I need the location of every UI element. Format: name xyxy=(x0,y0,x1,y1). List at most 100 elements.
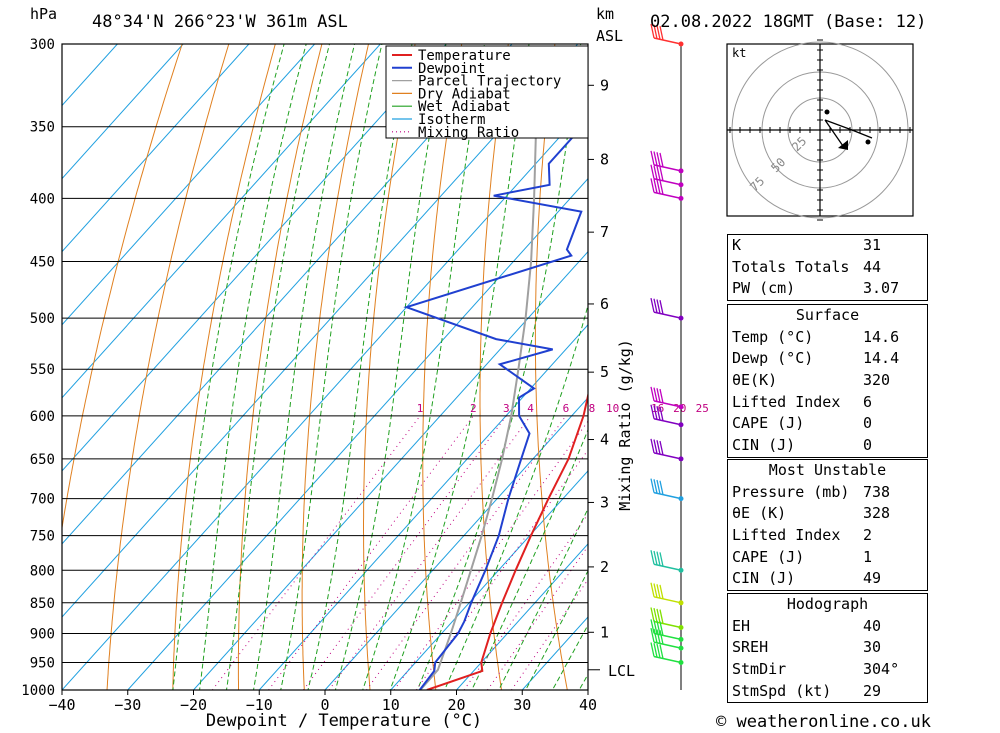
wet-adiabat-line xyxy=(334,44,447,690)
km-tick-label: 7 xyxy=(600,223,609,241)
mixing-ratio-label: 1 xyxy=(417,402,424,415)
most-unstable-table: Most Unstable Pressure (mb) 738 θE (K) 328… xyxy=(727,459,928,592)
isotherm-line xyxy=(127,177,588,690)
wind-barb-flag xyxy=(653,619,658,635)
dry-adiabat-line xyxy=(641,7,706,716)
surface-row-thetae: θE(K) 320 xyxy=(732,371,891,390)
dry-adiabat-line xyxy=(301,44,370,690)
wind-barb-flag xyxy=(653,643,658,658)
x-tick-label: 30 xyxy=(513,696,531,714)
wind-barb-flag xyxy=(653,628,658,644)
wind-barb xyxy=(653,641,682,649)
wind-barb-flag xyxy=(650,619,655,634)
mu-row-pressure: Pressure (mb) 738 xyxy=(732,482,891,501)
most-unstable-title: Most Unstable xyxy=(768,461,887,479)
wet-adiabat-line xyxy=(444,303,588,690)
mu-row-thetae: θE (K) 328 xyxy=(732,504,891,523)
hodograph-table-title: Hodograph xyxy=(786,595,869,613)
wind-barb-flag xyxy=(659,406,664,422)
pressure-tick-label: 900 xyxy=(30,626,55,642)
x-axis-label: Dewpoint / Temperature (°C) xyxy=(206,711,482,731)
wet-adiabat-line xyxy=(362,44,485,690)
pressure-tick-label: 450 xyxy=(30,255,55,271)
hodograph-trace xyxy=(824,119,873,147)
pressure-tick-label: 1000 xyxy=(21,683,55,699)
wind-barb-flag xyxy=(656,388,661,403)
wet-adiabat-line xyxy=(252,44,356,690)
pressure-tick-label: 750 xyxy=(30,529,55,545)
pressure-tick-label: 400 xyxy=(30,191,55,207)
pressure-tick-label: 300 xyxy=(30,37,55,53)
surface-table: Surface Temp (°C) 14.6 Dewp (°C) 14.4 θE(K… xyxy=(727,304,928,458)
wind-barb-flag xyxy=(653,479,658,494)
mixing-ratio-label: 8 xyxy=(589,402,596,415)
hodo-row-stmspd: StmSpd (kt) 29 xyxy=(732,681,882,700)
wind-barb-flag xyxy=(653,608,658,623)
isotherm-line xyxy=(193,250,588,690)
wind-barb-flag xyxy=(656,25,661,40)
dry-adiabat-line xyxy=(363,44,416,690)
km-unit: km xyxy=(596,5,614,23)
isotherm-line xyxy=(62,44,184,180)
pressure-tick-label: 600 xyxy=(30,409,55,425)
dewpoint-line xyxy=(403,49,588,690)
datetime-title: 02.08.2022 18GMT (Base: 12) xyxy=(650,12,926,32)
wind-barb-flag xyxy=(656,152,661,167)
km-tick-label: 2 xyxy=(600,558,609,576)
dry-adiabat-line xyxy=(172,44,276,690)
pressure-tick-label: 350 xyxy=(30,120,55,136)
km-tick-label: 9 xyxy=(600,76,609,94)
wind-barb-flag xyxy=(656,179,661,194)
dry-adiabat-line xyxy=(106,44,230,690)
hodograph-point xyxy=(865,139,871,145)
pressure-tick-label: 950 xyxy=(30,655,55,671)
wind-barb-flag xyxy=(653,298,658,313)
hodo-row-eh: EH 40 xyxy=(732,616,882,635)
dry-adiabat-line xyxy=(479,44,509,690)
wind-barb-flag xyxy=(650,164,655,179)
km-tick-label: 5 xyxy=(600,363,609,381)
dry-adiabat-line xyxy=(422,44,463,690)
wind-barb-flag xyxy=(656,551,661,566)
wind-barb xyxy=(653,596,682,604)
km-tick-label: 4 xyxy=(600,431,609,449)
surface-row-temp: Temp (°C) 14.6 xyxy=(732,327,900,346)
km-tick-label: 8 xyxy=(600,150,609,168)
wind-barb-flag xyxy=(650,628,655,643)
wind-barb-flag xyxy=(650,550,655,565)
hodo-row-sreh: SREH 30 xyxy=(732,638,882,657)
pressure-tick-label: 800 xyxy=(30,563,55,579)
surface-row-cape: CAPE (J) 0 xyxy=(732,414,873,433)
wind-barb-flag xyxy=(653,165,658,180)
wet-adiabat-line xyxy=(199,44,307,690)
wind-barb-flag xyxy=(659,630,664,645)
location-title: 48°34'N 266°23'W 361m ASL xyxy=(92,12,348,32)
wind-barb xyxy=(653,491,682,500)
wet-adiabat-line xyxy=(389,44,530,690)
indices-top-table: K 31 Totals Totals 44 PW (cm) 3.07 xyxy=(727,234,928,302)
wind-barb-flag xyxy=(659,609,664,624)
pressure-tick-label: 550 xyxy=(30,362,55,378)
hodograph-point xyxy=(824,109,830,115)
legend-label: Dewpoint xyxy=(418,61,485,77)
x-tick-label: 0 xyxy=(320,696,329,714)
wet-adiabat-line xyxy=(416,44,582,690)
pressure-tick-label: 500 xyxy=(30,311,55,327)
isotherm-line xyxy=(456,543,588,690)
mixing-ratio-label: 10 xyxy=(606,402,619,415)
isotherm-line xyxy=(258,323,588,690)
legend-label: Wet Adiabat xyxy=(418,99,511,115)
isotherm-line xyxy=(62,44,447,472)
mixing-ratio-label: 6 xyxy=(563,402,570,415)
wind-barb xyxy=(653,620,682,629)
isotherm-line xyxy=(62,104,588,690)
wind-barb-flag xyxy=(653,151,658,166)
wind-barb-flag xyxy=(656,608,661,624)
legend-label: Temperature xyxy=(418,48,511,64)
wind-barb-flag xyxy=(650,23,655,39)
wind-barb-flag xyxy=(650,150,655,165)
wet-adiabat-line xyxy=(307,44,413,690)
mu-row-li: Lifted Index 2 xyxy=(732,526,873,545)
mixing-ratio-line xyxy=(511,578,588,690)
mixing-ratio-line xyxy=(366,415,567,690)
